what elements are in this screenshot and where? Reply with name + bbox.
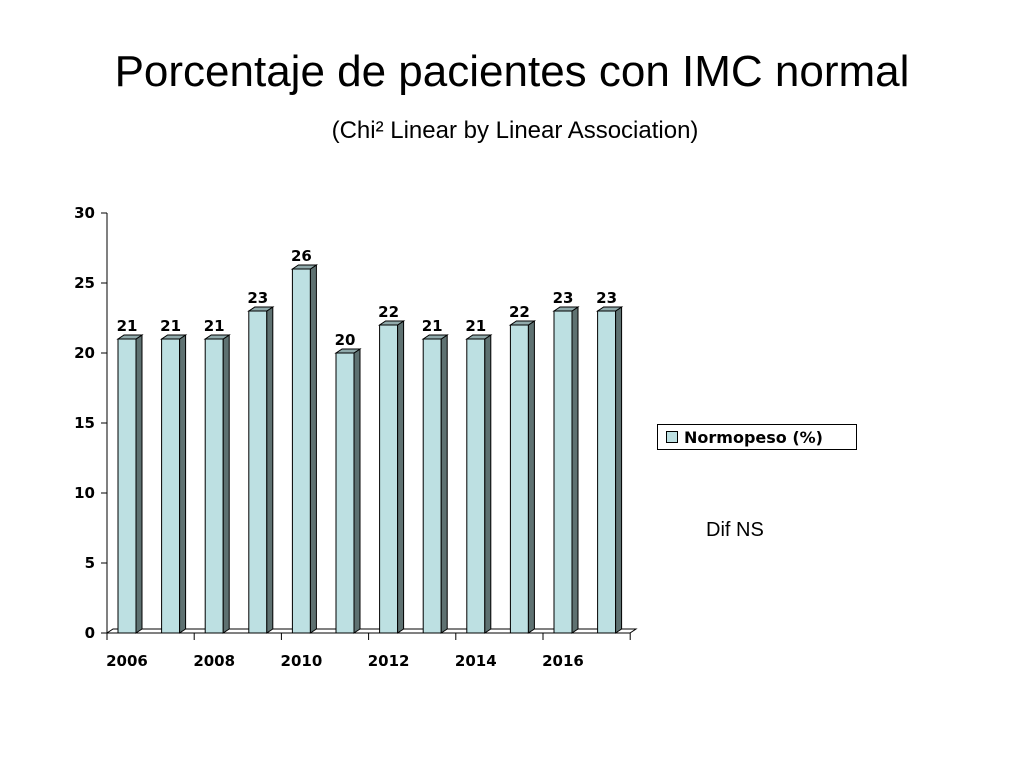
bar-top (465, 334, 493, 340)
bar-side (571, 306, 579, 634)
bar-side (527, 320, 535, 634)
bar (117, 338, 137, 634)
significance-note: Dif NS (706, 519, 764, 541)
bar-side (309, 264, 317, 634)
bar (291, 268, 311, 634)
y-tick-label: 0 (85, 624, 95, 642)
bar (509, 324, 529, 634)
chart-legend: Normopeso (%) (657, 424, 857, 450)
bar-value-label: 23 (596, 289, 617, 307)
bar (466, 338, 486, 634)
y-tick-label: 5 (85, 554, 95, 572)
x-tick-label: 2014 (455, 652, 497, 670)
bar-value-label: 23 (247, 289, 268, 307)
bar-top (552, 306, 580, 312)
bar-top (247, 306, 275, 312)
y-tick-label: 25 (74, 274, 95, 292)
bar-side (222, 334, 230, 634)
bar-top (116, 334, 144, 340)
legend-swatch-icon (666, 431, 678, 443)
bar (248, 310, 268, 634)
bar-value-label: 21 (117, 317, 138, 335)
legend-label: Normopeso (%) (684, 427, 823, 447)
y-tick-label: 10 (74, 484, 95, 502)
bar-top (595, 306, 624, 312)
bar-value-label: 21 (160, 317, 181, 335)
bar-side (615, 306, 623, 634)
page-subtitle: (Chi² Linear by Linear Association) (331, 117, 699, 144)
bar-top (508, 320, 537, 326)
bar-side (353, 348, 361, 634)
bar-top (421, 334, 449, 340)
bar-value-label: 26 (291, 247, 312, 265)
bar-value-label: 20 (335, 331, 356, 349)
bar-side (179, 334, 187, 634)
page-title: Porcentaje de pacientes con IMC normal (114, 47, 910, 96)
bar-value-label: 21 (204, 317, 225, 335)
y-tick-label: 20 (74, 344, 95, 362)
x-tick-label: 2012 (368, 652, 410, 670)
bar-top (334, 348, 362, 354)
bar (161, 338, 181, 634)
bar-top (203, 334, 231, 340)
bar-value-label: 21 (465, 317, 486, 335)
bar-top (377, 320, 406, 326)
bar-side (135, 334, 143, 634)
bar (379, 324, 399, 634)
bar-value-label: 23 (553, 289, 574, 307)
y-tick-label: 15 (74, 414, 95, 432)
y-tick-label: 30 (74, 204, 95, 222)
x-tick-label: 2006 (106, 652, 148, 670)
bar-value-label: 22 (378, 303, 399, 321)
bar-side (397, 320, 405, 634)
x-tick-label: 2008 (193, 652, 235, 670)
bar-side (484, 334, 492, 634)
bar (422, 338, 442, 634)
bar (597, 310, 617, 634)
bar-top (290, 264, 319, 270)
bar-side (440, 334, 448, 634)
bar (335, 352, 355, 634)
x-tick-label: 2016 (542, 652, 584, 670)
x-tick-label: 2010 (281, 652, 323, 670)
bar (553, 310, 573, 634)
bar-side (266, 306, 274, 634)
bar-value-label: 21 (422, 317, 443, 335)
bar-top (159, 334, 188, 340)
bar (204, 338, 224, 634)
bar-value-label: 22 (509, 303, 530, 321)
